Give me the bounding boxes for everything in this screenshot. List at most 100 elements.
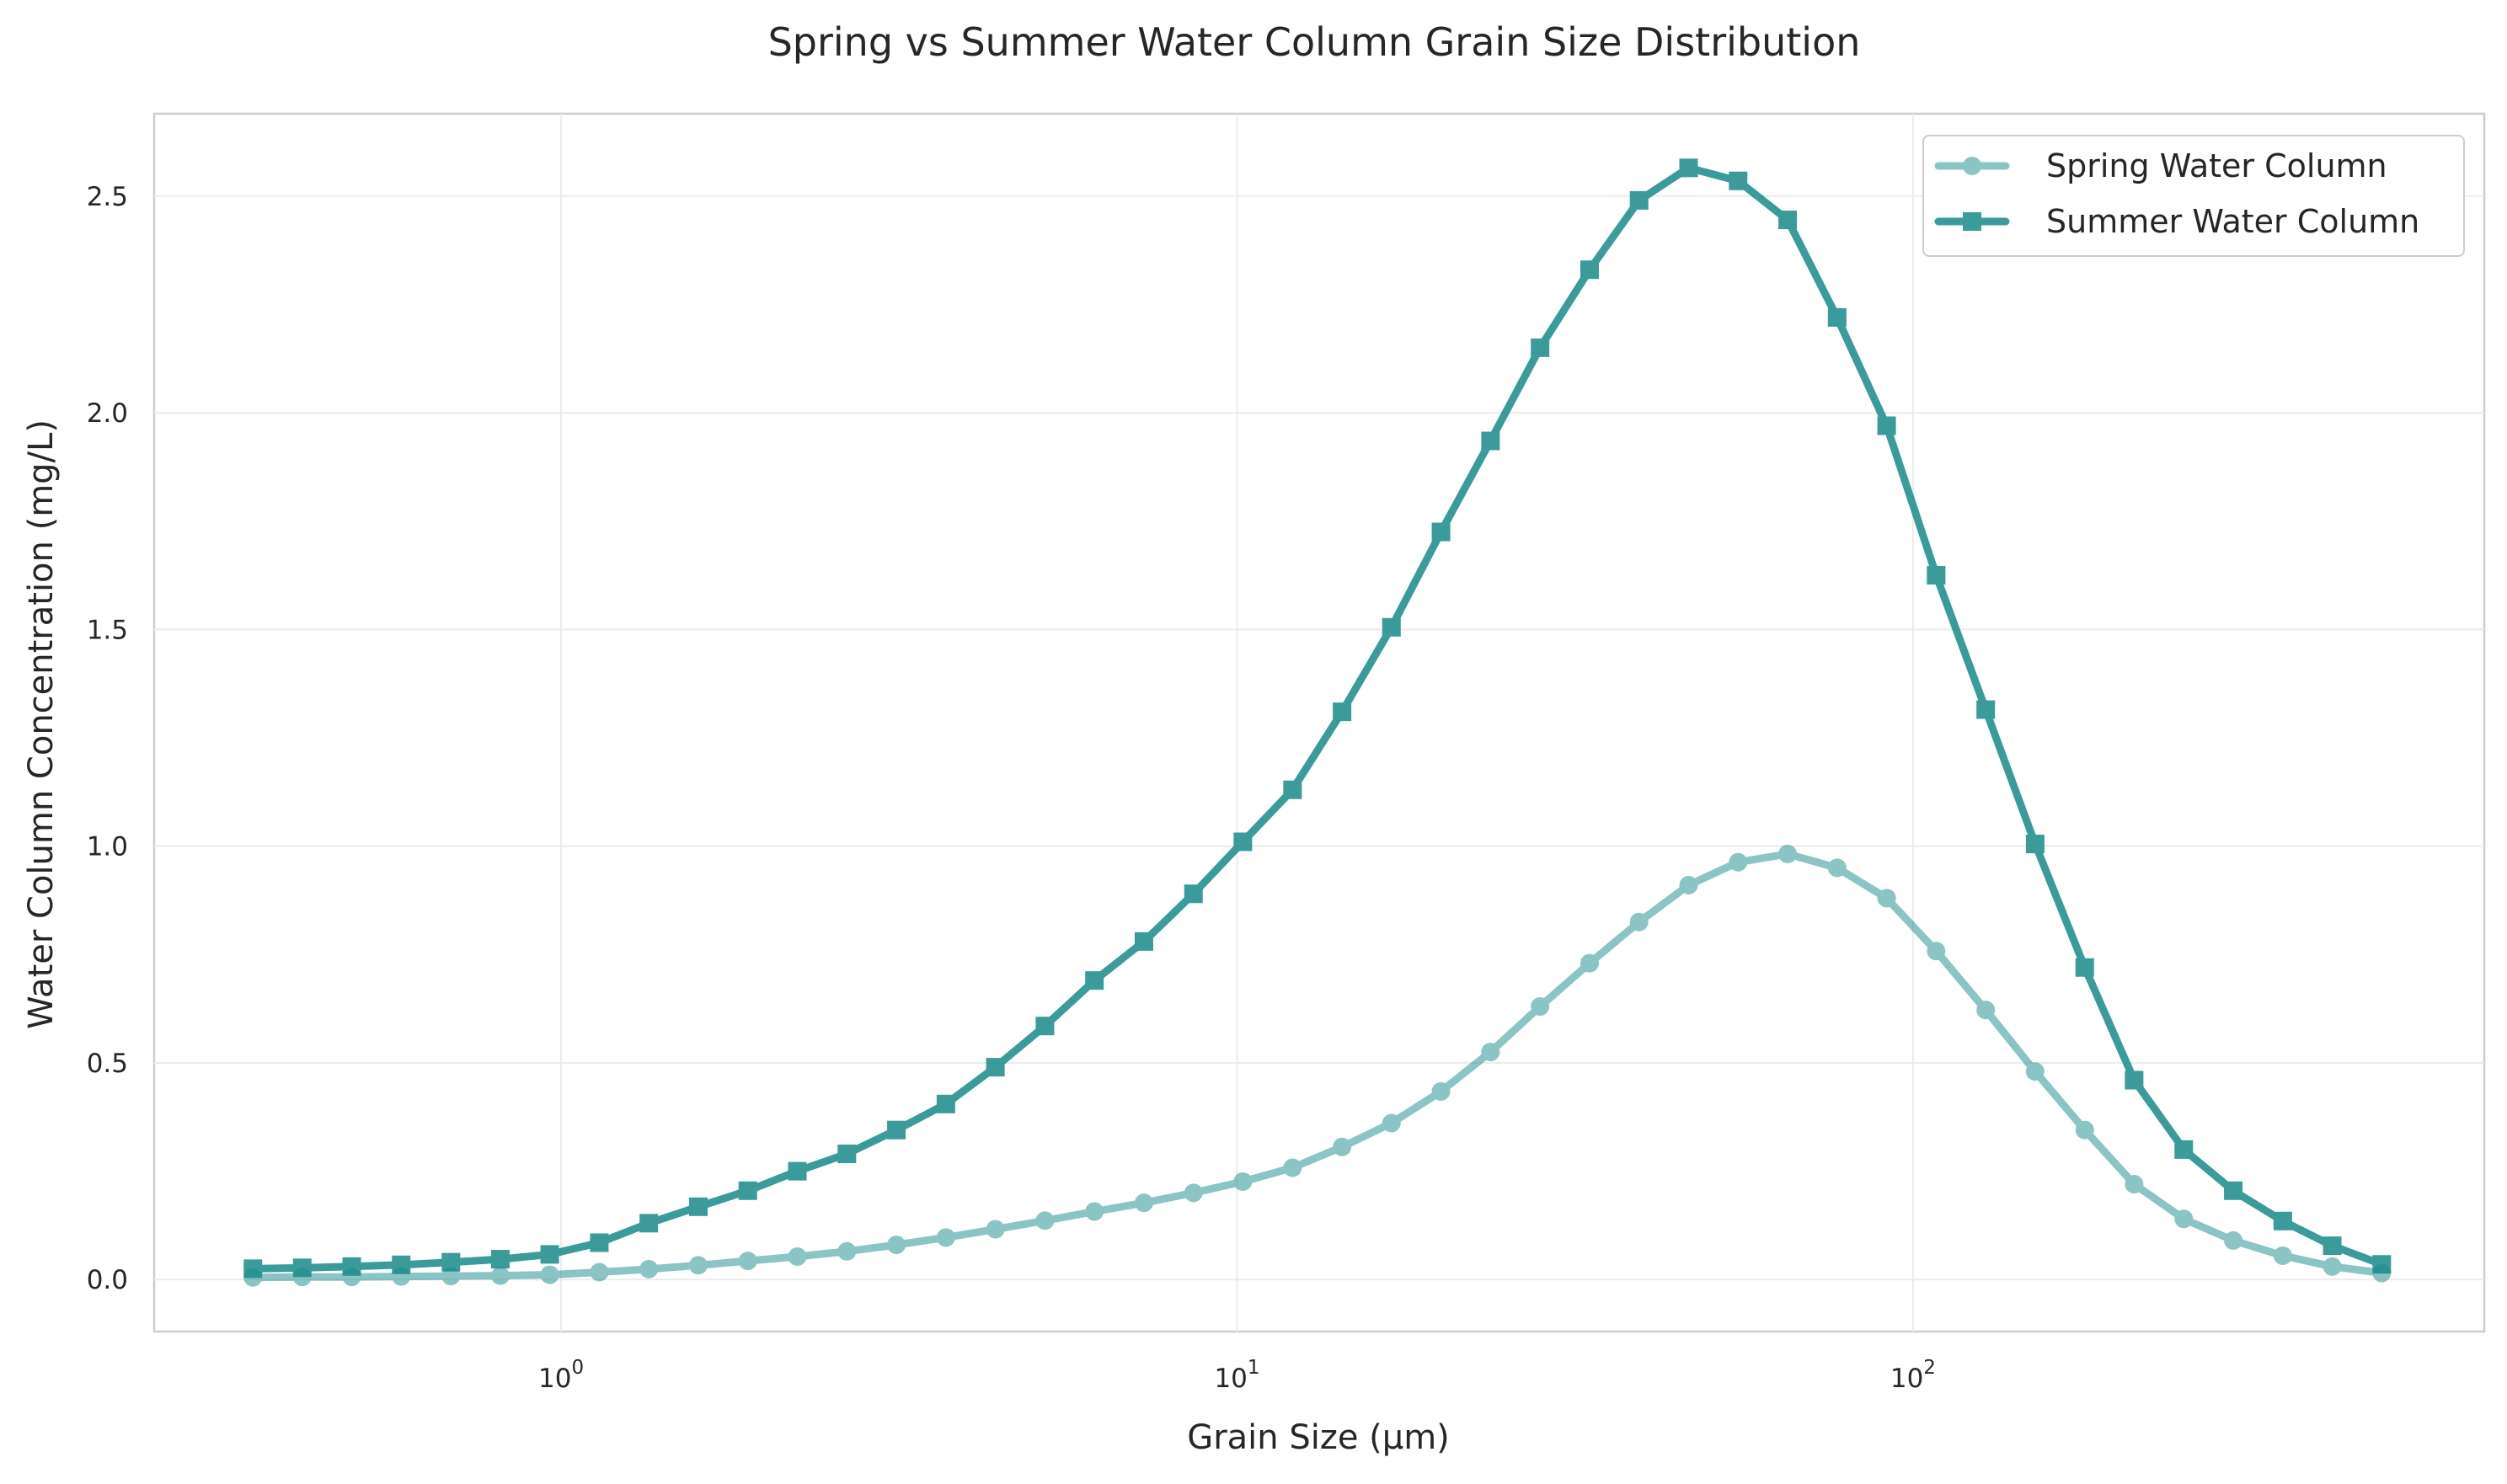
data-point — [689, 1197, 708, 1216]
data-point — [1382, 1113, 1401, 1133]
data-point — [1580, 953, 1599, 973]
data-point — [1283, 780, 1302, 799]
data-point — [738, 1252, 757, 1271]
data-point — [738, 1181, 757, 1200]
data-point — [2075, 958, 2094, 977]
data-point — [837, 1145, 857, 1164]
legend: Spring Water Column Summer Water Column — [1922, 135, 2465, 257]
data-point — [887, 1120, 906, 1140]
x-tick-label: 101 — [1214, 1357, 1259, 1394]
data-point — [292, 1258, 312, 1278]
data-point — [1827, 858, 1847, 878]
data-point — [986, 1058, 1005, 1077]
data-point — [1134, 932, 1153, 951]
data-point — [2075, 1120, 2094, 1140]
legend-box — [1922, 135, 2465, 257]
data-point — [2224, 1181, 2243, 1200]
y-tick-label: 1.5 — [87, 615, 128, 645]
data-point — [1531, 997, 1550, 1017]
data-point — [590, 1233, 609, 1252]
data-point — [1283, 1158, 1302, 1177]
data-point — [342, 1257, 361, 1276]
y-tick-label: 2.5 — [87, 182, 128, 212]
data-point — [540, 1265, 559, 1284]
data-point — [2025, 1062, 2045, 1081]
data-point — [1580, 260, 1599, 280]
data-point — [1233, 832, 1253, 851]
data-point — [1035, 1017, 1055, 1036]
data-point — [1184, 884, 1203, 904]
data-point — [1431, 1081, 1451, 1101]
chart-title: Spring vs Summer Water Column Grain Size… — [768, 19, 1861, 65]
data-point — [788, 1161, 807, 1181]
data-point — [1976, 1001, 1996, 1020]
data-point — [441, 1252, 461, 1272]
y-tick-label: 0.5 — [87, 1049, 128, 1079]
data-point — [1729, 852, 1748, 872]
data-point — [936, 1094, 955, 1113]
legend-swatch-marker — [1963, 212, 1981, 231]
data-point — [2323, 1236, 2342, 1256]
data-point — [1679, 158, 1698, 178]
legend-entry: Spring Water Column — [1934, 147, 2387, 184]
data-point — [1431, 522, 1451, 542]
data-point — [1382, 617, 1401, 637]
x-tick-label: 102 — [1890, 1357, 1936, 1394]
data-point — [540, 1245, 559, 1264]
data-point — [2174, 1140, 2194, 1159]
data-point — [2273, 1246, 2292, 1265]
data-point — [2372, 1255, 2392, 1274]
data-point — [1531, 338, 1550, 357]
data-point — [2273, 1211, 2292, 1230]
data-point — [1134, 1193, 1153, 1213]
data-point — [1629, 912, 1649, 932]
data-point — [1976, 700, 1996, 719]
data-point — [2224, 1230, 2243, 1250]
data-point — [639, 1214, 659, 1233]
data-point — [788, 1246, 807, 1266]
y-tick-label: 2.0 — [87, 398, 128, 429]
data-point — [986, 1220, 1005, 1239]
data-point — [936, 1228, 955, 1247]
x-tick-exponent: 1 — [1248, 1357, 1260, 1379]
data-point — [1827, 307, 1847, 327]
data-point — [639, 1259, 659, 1278]
x-tick-exponent: 0 — [571, 1357, 584, 1379]
data-point — [1085, 971, 1104, 990]
legend-swatch — [1934, 157, 2010, 175]
data-point — [2125, 1175, 2144, 1194]
data-point — [1927, 566, 1946, 585]
data-point — [1035, 1211, 1055, 1230]
data-point — [2174, 1209, 2194, 1229]
legend-swatch — [1934, 212, 2010, 231]
data-point — [1679, 875, 1698, 894]
data-point — [1333, 1137, 1352, 1156]
y-tick-label: 1.0 — [87, 832, 128, 862]
y-axis-title: Water Column Concentration (mg/L) — [22, 419, 61, 1029]
data-point — [1481, 431, 1500, 451]
x-axis-title: Grain Size (μm) — [1187, 1418, 1450, 1457]
data-point — [243, 1259, 263, 1278]
data-point — [2323, 1257, 2342, 1276]
data-point — [1629, 190, 1649, 210]
data-point — [1877, 889, 1896, 908]
y-tick-label: 0.0 — [87, 1265, 128, 1295]
series-2 — [243, 158, 2392, 1278]
data-point — [1233, 1172, 1253, 1191]
x-tick-base: 10 — [538, 1364, 571, 1394]
x-tick-label: 100 — [538, 1357, 584, 1394]
data-point — [392, 1255, 411, 1274]
legend-label: Summer Water Column — [2046, 203, 2419, 240]
x-tick-base: 10 — [1890, 1364, 1923, 1394]
data-point — [2025, 835, 2045, 854]
data-point — [1729, 171, 1748, 190]
data-point — [689, 1256, 708, 1275]
legend-label: Spring Water Column — [2046, 147, 2387, 184]
data-point — [1778, 211, 1798, 230]
data-point — [837, 1241, 857, 1261]
x-tick-base: 10 — [1214, 1364, 1247, 1394]
legend-swatch-marker — [1963, 157, 1981, 175]
data-point — [1333, 702, 1352, 722]
